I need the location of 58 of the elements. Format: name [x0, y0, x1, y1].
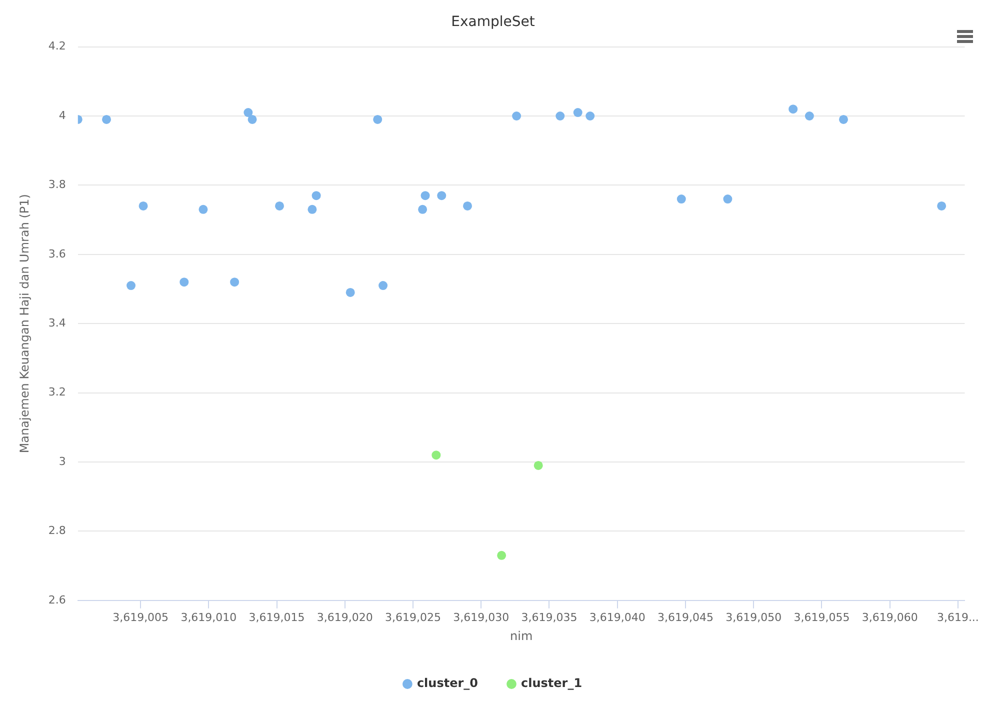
y-tick-label: 3.2: [48, 386, 66, 399]
y-tick-label: 2.8: [48, 524, 66, 538]
point: [180, 278, 189, 287]
x-tick-label: 3,619,045: [657, 610, 714, 624]
point: [432, 450, 441, 460]
y-tick-label: 4.2: [48, 40, 66, 53]
point: [373, 114, 382, 124]
point: [248, 114, 257, 124]
x-tick-label: 3,619,040: [589, 610, 646, 624]
point: [437, 191, 446, 200]
x-tick-label: 3,619,005: [112, 610, 169, 624]
x-axis-title: nim: [510, 628, 533, 643]
point: [788, 104, 798, 114]
point: [244, 108, 253, 118]
x-tick-label: 3,619,050: [726, 610, 782, 624]
point: [804, 112, 814, 120]
point: [534, 460, 543, 470]
point: [346, 288, 355, 297]
point: [420, 191, 430, 200]
point: [676, 194, 686, 204]
point: [586, 112, 595, 120]
point: [839, 114, 848, 124]
x-tick-label: 3,619,060: [862, 610, 918, 624]
y-tick-label: 2.6: [48, 593, 66, 606]
x-tick-label: 3,619,025: [385, 610, 442, 624]
point: [937, 201, 946, 210]
chart-title: ExampleSet: [451, 14, 536, 30]
y-tick-label: 3.6: [48, 247, 66, 260]
point: [126, 281, 136, 290]
point: [463, 201, 472, 210]
point: [102, 114, 111, 124]
x-tick-label: 3,619,055: [794, 610, 850, 624]
point: [308, 204, 317, 214]
point: [497, 550, 506, 560]
point: [230, 278, 240, 287]
x-tick-label: 3,619,030: [453, 610, 510, 624]
y-tick-label: 3: [58, 454, 66, 468]
point: [198, 204, 208, 214]
point: [512, 112, 522, 120]
y-axis-title: Manajemen Keuangan Haji dan Umrah (P1): [17, 194, 32, 454]
x-tick-label: 3,619,010: [180, 610, 237, 624]
point: [556, 112, 565, 120]
point: [138, 201, 148, 210]
point: [573, 108, 582, 118]
x-tick-label: 3,619,015: [248, 610, 305, 624]
legend-label: cluster_0: [416, 676, 478, 690]
x-tick-label: 3,619,020: [316, 610, 373, 624]
point: [418, 204, 428, 214]
point: [723, 194, 732, 204]
legend-label: cluster_1: [521, 676, 582, 690]
y-tick-label: 3.4: [48, 316, 66, 330]
point: [312, 191, 321, 200]
y-tick-label: 4: [58, 108, 66, 122]
x-tick-label: 3,619...: [936, 610, 979, 624]
y-tick-label: 3.8: [48, 178, 66, 192]
x-tick-label: 3,619,035: [521, 610, 578, 624]
point: [378, 281, 388, 290]
point: [275, 201, 284, 210]
